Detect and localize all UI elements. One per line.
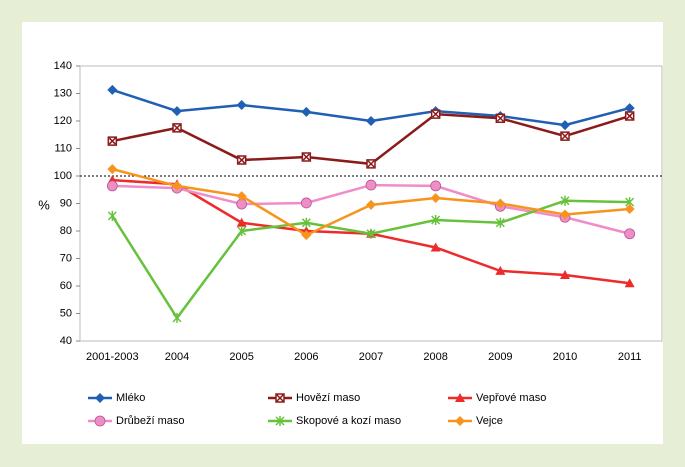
- x-tick-label: 2004: [165, 351, 189, 363]
- marker: [430, 109, 441, 119]
- x-tick-label: 2011: [618, 351, 642, 363]
- marker: [430, 193, 441, 203]
- marker: [236, 155, 247, 165]
- marker: [624, 278, 635, 288]
- marker: [172, 106, 182, 117]
- x-tick-label: 2005: [229, 351, 253, 363]
- marker: [107, 210, 117, 221]
- marker: [560, 209, 570, 220]
- marker: [495, 198, 506, 209]
- y-tick-label: 130: [54, 87, 72, 99]
- y-tick-label: 90: [60, 197, 72, 209]
- marker: [107, 84, 118, 95]
- x-tick-label: 2010: [553, 351, 577, 363]
- marker: [172, 312, 182, 323]
- marker: [495, 265, 506, 275]
- legend-marker: [95, 393, 105, 403]
- x-tick-label: 2007: [359, 351, 383, 363]
- y-tick-label: 40: [60, 335, 72, 347]
- marker: [172, 180, 182, 191]
- x-tick-label: 2009: [488, 351, 512, 363]
- y-tick-label: 140: [54, 60, 72, 72]
- marker: [560, 270, 570, 279]
- legend-label: Vejce: [476, 415, 503, 427]
- marker: [107, 164, 118, 175]
- marker: [301, 152, 312, 162]
- legend-marker: [275, 393, 285, 403]
- marker: [366, 228, 376, 239]
- legend-label: Mléko: [116, 392, 145, 404]
- marker: [236, 191, 247, 202]
- marker: [495, 217, 505, 228]
- x-tick-label: 2001-2003: [86, 351, 139, 363]
- legend-marker: [455, 393, 465, 402]
- marker: [300, 197, 312, 209]
- marker: [236, 100, 247, 111]
- marker: [430, 180, 442, 192]
- y-tick-label: 120: [54, 115, 72, 127]
- legend-label: Hovězí maso: [296, 392, 360, 404]
- legend-label: Drůbeží maso: [116, 415, 184, 427]
- marker: [107, 136, 118, 146]
- y-tick-label: 80: [60, 225, 72, 237]
- marker: [365, 179, 377, 191]
- y-tick-label: 60: [60, 280, 72, 292]
- marker: [624, 103, 635, 114]
- marker: [366, 199, 376, 210]
- y-tick-label: 50: [60, 307, 72, 319]
- marker: [560, 131, 570, 141]
- marker: [236, 217, 247, 227]
- marker: [495, 113, 506, 123]
- marker: [560, 120, 570, 131]
- marker: [172, 123, 182, 133]
- marker: [430, 242, 441, 252]
- legend-marker: [94, 415, 106, 427]
- legend-marker: [455, 416, 465, 426]
- y-tick-label: 110: [54, 142, 72, 154]
- marker: [301, 230, 312, 241]
- marker: [106, 180, 118, 192]
- y-tick-label: 100: [54, 170, 72, 182]
- marker: [560, 195, 570, 206]
- marker: [431, 215, 441, 225]
- marker: [624, 204, 635, 214]
- x-tick-label: 2006: [294, 351, 318, 363]
- y-axis-label: %: [38, 197, 50, 212]
- marker: [301, 217, 311, 228]
- legend-marker: [275, 416, 285, 426]
- marker: [624, 111, 635, 121]
- y-tick-label: 70: [60, 252, 72, 264]
- legend-label: Vepřové maso: [476, 392, 546, 404]
- marker: [624, 228, 636, 240]
- x-tick-label: 2008: [423, 351, 447, 363]
- marker: [366, 116, 376, 126]
- legend-label: Skopové a kozí maso: [296, 415, 401, 427]
- marker: [237, 226, 247, 236]
- marker: [366, 159, 376, 169]
- marker: [301, 106, 312, 117]
